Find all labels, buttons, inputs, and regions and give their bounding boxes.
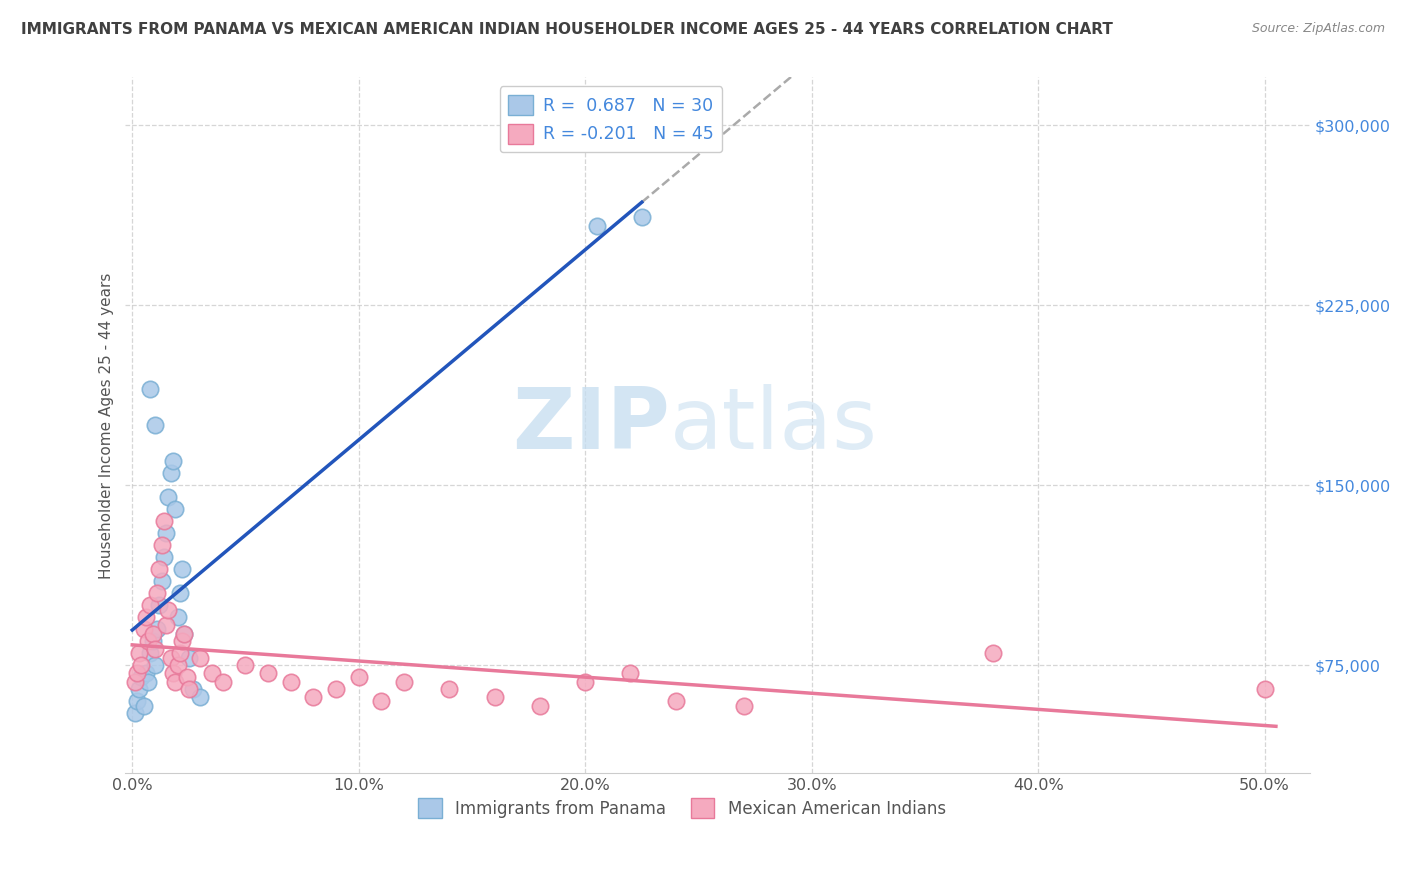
Point bbox=[173, 627, 195, 641]
Point bbox=[166, 610, 188, 624]
Point bbox=[392, 675, 415, 690]
Point bbox=[159, 651, 181, 665]
Point bbox=[150, 574, 173, 589]
Text: Source: ZipAtlas.com: Source: ZipAtlas.com bbox=[1251, 22, 1385, 36]
Point bbox=[574, 675, 596, 690]
Point bbox=[347, 670, 370, 684]
Point bbox=[529, 699, 551, 714]
Point bbox=[136, 675, 159, 690]
Point bbox=[370, 694, 392, 708]
Point bbox=[159, 467, 181, 481]
Point bbox=[136, 634, 159, 648]
Point bbox=[153, 515, 176, 529]
Point bbox=[143, 641, 166, 656]
Point bbox=[172, 634, 194, 648]
Text: ZIP: ZIP bbox=[513, 384, 671, 467]
Point bbox=[162, 665, 184, 680]
Point bbox=[173, 627, 195, 641]
Point bbox=[142, 634, 165, 648]
Point bbox=[132, 699, 155, 714]
Point bbox=[162, 454, 184, 468]
Point bbox=[183, 682, 205, 697]
Point bbox=[585, 219, 607, 234]
Point bbox=[280, 675, 302, 690]
Point bbox=[125, 665, 148, 680]
Point bbox=[139, 383, 162, 397]
Point bbox=[153, 550, 176, 565]
Point bbox=[135, 665, 157, 680]
Point bbox=[165, 502, 187, 516]
Point bbox=[439, 682, 461, 697]
Point bbox=[169, 586, 191, 600]
Point bbox=[200, 665, 222, 680]
Point bbox=[630, 210, 652, 224]
Point bbox=[1253, 682, 1275, 697]
Point bbox=[302, 690, 325, 704]
Y-axis label: Householder Income Ages 25 - 44 years: Householder Income Ages 25 - 44 years bbox=[100, 272, 114, 579]
Point bbox=[135, 610, 157, 624]
Point bbox=[665, 694, 688, 708]
Point bbox=[177, 682, 200, 697]
Point bbox=[155, 526, 177, 541]
Point bbox=[131, 658, 153, 673]
Point bbox=[257, 665, 280, 680]
Point bbox=[169, 647, 191, 661]
Point bbox=[733, 699, 755, 714]
Point bbox=[325, 682, 347, 697]
Text: IMMIGRANTS FROM PANAMA VS MEXICAN AMERICAN INDIAN HOUSEHOLDER INCOME AGES 25 - 4: IMMIGRANTS FROM PANAMA VS MEXICAN AMERIC… bbox=[21, 22, 1114, 37]
Point bbox=[128, 682, 150, 697]
Point bbox=[124, 706, 146, 721]
Point bbox=[146, 586, 169, 600]
Point bbox=[143, 418, 166, 433]
Point bbox=[212, 675, 235, 690]
Point bbox=[143, 658, 166, 673]
Point bbox=[166, 658, 188, 673]
Point bbox=[155, 617, 177, 632]
Point bbox=[165, 675, 187, 690]
Point bbox=[172, 562, 194, 576]
Point bbox=[157, 603, 180, 617]
Text: atlas: atlas bbox=[671, 384, 879, 467]
Point bbox=[139, 599, 162, 613]
Point bbox=[148, 562, 170, 576]
Point bbox=[157, 491, 180, 505]
Point bbox=[142, 627, 165, 641]
Point bbox=[176, 670, 198, 684]
Point bbox=[131, 670, 153, 684]
Point bbox=[128, 647, 150, 661]
Point bbox=[150, 538, 173, 552]
Point bbox=[139, 647, 162, 661]
Point bbox=[124, 675, 146, 690]
Point bbox=[132, 623, 155, 637]
Point bbox=[981, 647, 1004, 661]
Point bbox=[146, 623, 169, 637]
Point bbox=[619, 665, 641, 680]
Point bbox=[188, 690, 211, 704]
Point bbox=[125, 694, 148, 708]
Point bbox=[177, 651, 200, 665]
Legend: Immigrants from Panama, Mexican American Indians: Immigrants from Panama, Mexican American… bbox=[412, 792, 952, 824]
Point bbox=[235, 658, 257, 673]
Point bbox=[188, 651, 211, 665]
Point bbox=[484, 690, 506, 704]
Point bbox=[148, 599, 170, 613]
